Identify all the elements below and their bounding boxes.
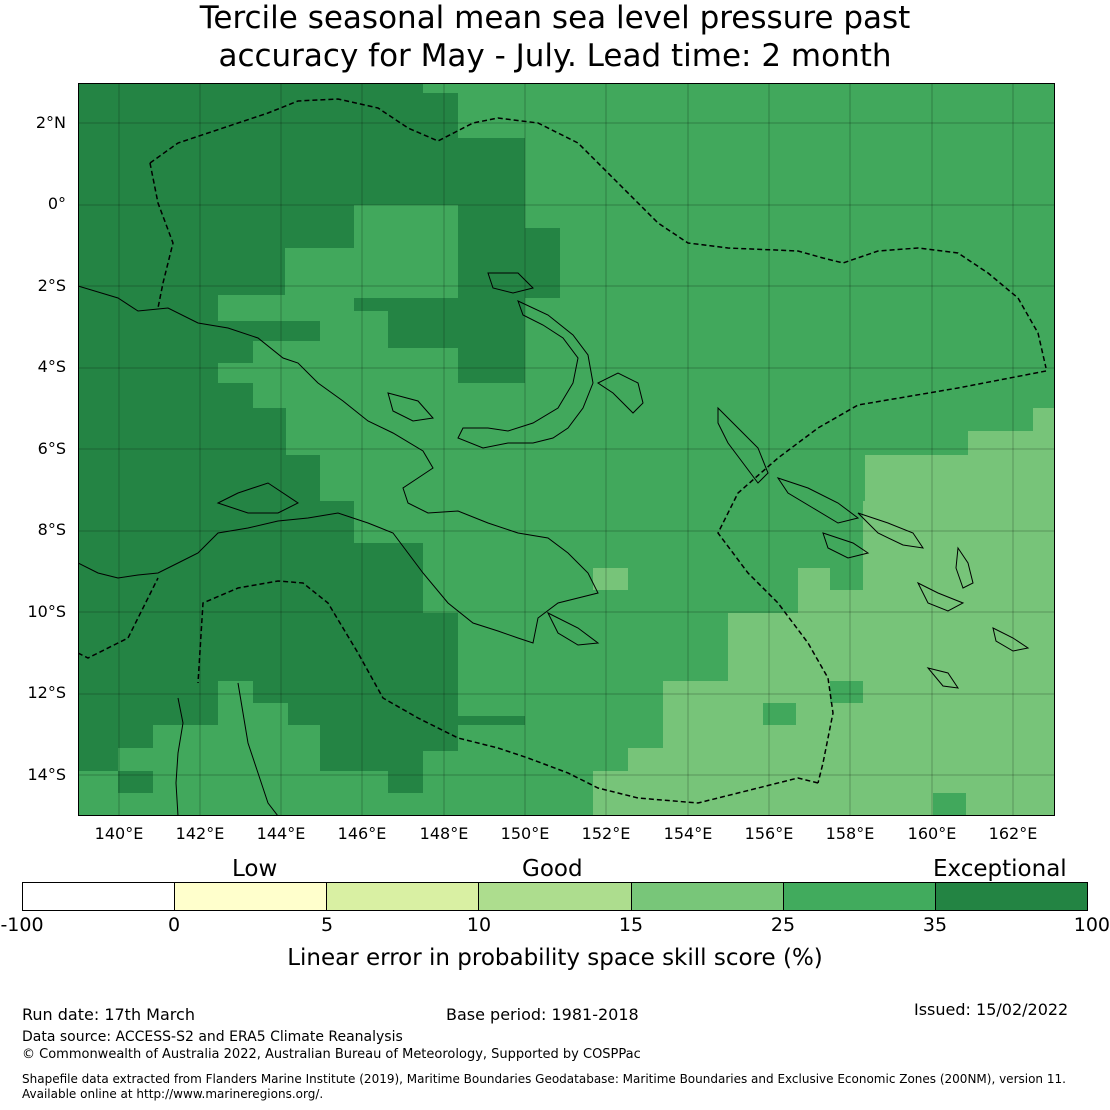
high-skill-patch-south — [78, 681, 388, 816]
lon-label: 150°E — [500, 824, 550, 843]
colorbar-tick: 5 — [320, 914, 334, 936]
lon-label: 154°E — [663, 824, 713, 843]
lat-label: 0° — [47, 194, 66, 213]
lat-label: 6°S — [37, 439, 66, 458]
lat-label: 2°S — [37, 276, 66, 295]
colorbar-tick: 100 — [1073, 914, 1110, 936]
colorbar-tick: 15 — [618, 914, 644, 936]
shapefile-credit-2: Available online at http://www.marinereg… — [22, 1087, 324, 1101]
coastlines — [78, 272, 1030, 816]
medium-skill-region — [593, 408, 1055, 816]
exceptional-patch-south — [118, 771, 153, 793]
lon-label: 156°E — [744, 824, 794, 843]
issued-date: Issued: 15/02/2022 — [914, 1000, 1069, 1019]
medium-skill-patch — [593, 568, 628, 590]
legend-band-good: Good — [522, 856, 583, 882]
map-canvas — [78, 83, 1055, 816]
graticule — [78, 83, 1055, 816]
colorbar-tick: 25 — [770, 914, 796, 936]
base-period: Base period: 1981-2018 — [446, 1005, 639, 1024]
lon-label: 158°E — [825, 824, 875, 843]
lat-label: 4°S — [37, 357, 66, 376]
lat-label: 14°S — [27, 765, 66, 784]
colorbar-tick: 0 — [167, 914, 181, 936]
skill-score-map[interactable] — [78, 83, 1055, 816]
lon-label: 144°E — [256, 824, 306, 843]
colorbar-swatch — [631, 883, 784, 910]
exceptional-skill-region — [78, 83, 560, 816]
run-date: Run date: 17th March — [22, 1005, 195, 1024]
colorbar-tick: 10 — [466, 914, 492, 936]
lon-label: 142°E — [175, 824, 225, 843]
data-source: Data source: ACCESS-S2 and ERA5 Climate … — [22, 1029, 403, 1045]
legend-band-low: Low — [232, 856, 278, 882]
colorbar-label: Linear error in probability space skill … — [287, 945, 823, 971]
map-title-line-2: accuracy for May - July. Lead time: 2 mo… — [218, 38, 892, 74]
high-skill-patch-solomon — [830, 568, 863, 590]
lon-label: 160°E — [907, 824, 957, 843]
colorbar-swatch — [479, 883, 632, 910]
lon-label: 146°E — [337, 824, 387, 843]
copyright: © Commonwealth of Australia 2022, Austra… — [22, 1047, 641, 1062]
lat-label: 10°S — [27, 602, 66, 621]
high-skill-patch-east — [830, 681, 863, 703]
shapefile-credit-1: Shapefile data extracted from Flanders M… — [22, 1072, 1066, 1086]
lat-label: 12°S — [27, 683, 66, 702]
lon-label: 140°E — [94, 824, 144, 843]
legend-band-exceptional: Exceptional — [933, 856, 1067, 882]
high-skill-patch-coral-sea — [763, 703, 796, 725]
colorbar-tick: 35 — [922, 914, 948, 936]
high-skill-patch-coral — [458, 681, 525, 716]
high-skill-patch-new-guinea — [218, 205, 458, 523]
lat-label: 2°N — [35, 113, 66, 132]
colorbar-tick: -100 — [0, 914, 44, 936]
colorbar — [22, 882, 1088, 911]
eez-boundaries — [78, 98, 1047, 804]
lat-label: 8°S — [37, 520, 66, 539]
colorbar-swatch — [327, 883, 480, 910]
high-skill-patch-se — [933, 793, 966, 816]
colorbar-swatch — [935, 883, 1087, 910]
map-title-line-1: Tercile seasonal mean sea level pressure… — [199, 0, 911, 36]
lon-label: 162°E — [988, 824, 1038, 843]
colorbar-swatch — [23, 883, 176, 910]
lon-label: 148°E — [419, 824, 469, 843]
colorbar-swatch — [783, 883, 936, 910]
colorbar-swatch — [175, 883, 328, 910]
lon-label: 152°E — [581, 824, 631, 843]
